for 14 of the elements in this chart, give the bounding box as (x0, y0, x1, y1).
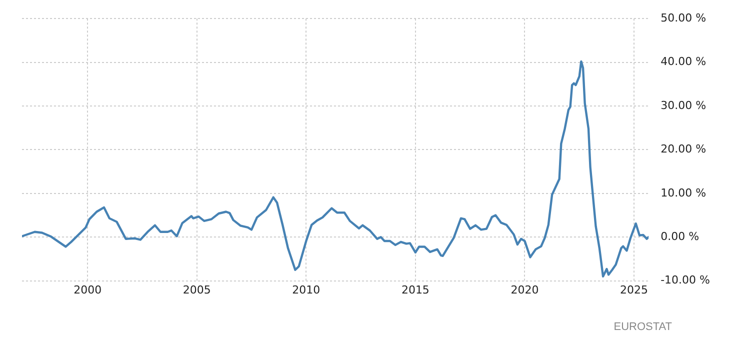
x-tick-label: 2010 (292, 283, 320, 296)
x-tick-label: 2005 (182, 283, 211, 296)
y-tick-label: -10.00 % (660, 274, 710, 287)
y-tick-label: 10.00 % (660, 186, 706, 200)
y-tick-label: 40.00 % (660, 55, 706, 68)
y-tick-label: 20.00 % (660, 142, 706, 156)
x-tick-label: 2025 (620, 283, 648, 296)
x-tick-label: 2020 (510, 283, 539, 296)
x-tick-label: 2000 (74, 283, 102, 296)
y-tick-label: 0.00 % (660, 230, 700, 243)
y-tick-label: 50.00 % (660, 11, 706, 24)
y-tick-label: 30.00 % (660, 98, 706, 112)
x-tick-label: 2015 (401, 283, 430, 296)
text: EUROSTAT (614, 321, 672, 333)
